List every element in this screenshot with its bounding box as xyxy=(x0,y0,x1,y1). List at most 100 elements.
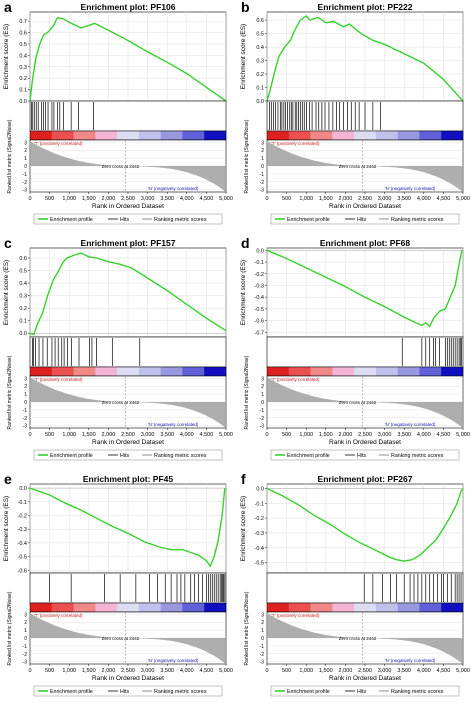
es-tick-label: 0.3 xyxy=(19,294,27,300)
metric-panel: 3 2 1 0 -1 -2 -3 Zero cross at 2442 'T' (positiv… xyxy=(23,139,227,194)
metric-axis-label: Ranked list metric (Signal2Noise) xyxy=(244,355,250,429)
color-bar-segment xyxy=(397,367,420,376)
x-tick-label: 1,000 xyxy=(299,668,313,674)
legend-label: Enrichment profile xyxy=(287,453,330,459)
legend-label: Enrichment profile xyxy=(287,217,330,223)
color-bar-segment xyxy=(354,367,377,376)
es-tick-label: 0.3 xyxy=(19,65,27,71)
x-tick-label: 5,000 xyxy=(219,196,233,202)
panel-d: d Enrichment plot: PF68 0.0 -0.1 -0.2 -0.3 -0.… xyxy=(237,235,474,472)
x-tick-label: 3,000 xyxy=(141,432,155,438)
negatively-correlated-label: 'N' (negatively correlated) xyxy=(148,658,199,663)
x-tick-label: 4,000 xyxy=(180,432,194,438)
ranking-color-bar xyxy=(266,602,464,613)
panel-letter: c xyxy=(4,235,12,251)
zero-cross-label: Zero cross at 2442 xyxy=(102,164,140,169)
gsea-chart: Enrichment plot: PF68 0.0 -0.1 -0.2 -0.3 -0.4… xyxy=(237,236,474,472)
es-tick-label: 0.4 xyxy=(19,53,27,59)
chart-title: Enrichment plot: PF267 xyxy=(318,474,413,484)
x-axis-label: Rank in Ordered Dataset xyxy=(92,675,164,682)
legend: Enrichment profile Hits Ranking metric sco… xyxy=(33,449,223,461)
es-tick-label: -0.3 xyxy=(255,283,264,289)
es-tick-label: 0.1 xyxy=(19,319,27,325)
metric-tick-label: -2 xyxy=(23,180,28,186)
x-tick-label: 4,000 xyxy=(180,196,194,202)
ranking-metric-area xyxy=(267,141,463,192)
legend-label: Ranking metric scores xyxy=(154,217,207,223)
x-tick-label: 0 xyxy=(265,668,268,674)
metric-axis-label: Ranked list metric (Signal2Noise) xyxy=(7,591,13,665)
enrichment-profile-line xyxy=(29,16,227,102)
legend-frame xyxy=(33,685,223,697)
x-tick-label: 4,000 xyxy=(417,196,431,202)
metric-tick-label: -1 xyxy=(23,408,28,414)
color-bar-segment xyxy=(310,603,333,612)
color-bar-segment xyxy=(160,603,183,612)
legend-label: Ranking metric scores xyxy=(154,689,207,695)
legend-label: Enrichment profile xyxy=(50,217,93,223)
es-axis-label: Enrichment score (ES) xyxy=(240,24,247,89)
x-tick-label: 1,500 xyxy=(82,668,96,674)
hits-panel xyxy=(266,336,464,368)
ranking-metric-area xyxy=(30,141,226,192)
negatively-correlated-label: 'N' (negatively correlated) xyxy=(385,658,436,663)
color-bar-segment xyxy=(375,131,398,140)
x-tick-label: 500 xyxy=(45,432,54,438)
negatively-correlated-label: 'N' (negatively correlated) xyxy=(148,422,199,427)
metric-tick-label: 0 xyxy=(261,400,264,406)
x-tick-label: 2,500 xyxy=(121,432,135,438)
hits-frame xyxy=(29,100,227,132)
gsea-chart: Enrichment plot: PF45 0.0 -0.1 -0.2 -0.3 -0.4… xyxy=(0,472,237,708)
es-tick-label: 0.5 xyxy=(256,32,264,38)
es-tick-label: 0.5 xyxy=(19,269,27,275)
es-plot: 0.0 0.1 0.2 0.3 0.4 0.5 0.6 0.7 xyxy=(19,11,227,105)
x-tick-label: 3,500 xyxy=(397,432,411,438)
x-tick-label: 5,000 xyxy=(456,432,470,438)
x-tick-label: 4,500 xyxy=(437,432,451,438)
metric-tick-label: -3 xyxy=(260,424,265,430)
metric-tick-label: 3 xyxy=(261,376,264,382)
ranking-color-bar xyxy=(29,602,227,613)
x-tick-label: 2,500 xyxy=(358,432,372,438)
color-bar-segment xyxy=(73,131,96,140)
x-tick-label: 2,500 xyxy=(358,668,372,674)
x-tick-label: 2,000 xyxy=(339,196,353,202)
legend: Enrichment profile Hits Ranking metric sco… xyxy=(270,685,460,697)
es-tick-label: 0.4 xyxy=(19,281,27,287)
x-tick-label: 5,000 xyxy=(456,668,470,674)
metric-tick-label: 0 xyxy=(24,636,27,642)
metric-tick-label: 1 xyxy=(261,156,264,162)
ranking-metric-area xyxy=(30,377,226,428)
legend-frame xyxy=(270,213,460,225)
zero-cross-label: Zero cross at 2442 xyxy=(102,636,140,641)
color-bar-segment xyxy=(95,367,118,376)
es-tick-label: -0.2 xyxy=(255,272,264,278)
hits-panel xyxy=(266,572,464,604)
es-tick-label: 0.0 xyxy=(19,99,27,105)
metric-tick-label: -1 xyxy=(260,172,265,178)
color-bar-segment xyxy=(51,367,74,376)
negatively-correlated-label: 'N' (negatively correlated) xyxy=(385,186,436,191)
negatively-correlated-label: 'N' (negatively correlated) xyxy=(148,186,199,191)
metric-panel: 3 2 1 0 -1 -2 -3 Zero cross at 2442 'T' (positiv… xyxy=(260,375,464,430)
es-tick-label: 0.5 xyxy=(19,42,27,48)
hits-panel xyxy=(266,100,464,132)
es-axis-label: Enrichment score (ES) xyxy=(240,496,247,561)
color-bar-segment xyxy=(95,131,118,140)
es-tick-label: 0.1 xyxy=(19,88,27,94)
panel-a: a Enrichment plot: PF106 0.0 0.1 0.2 0.3 0.4 0.… xyxy=(0,0,237,236)
metric-tick-label: -1 xyxy=(260,644,265,650)
metric-tick-label: -2 xyxy=(23,652,28,658)
metric-tick-label: -1 xyxy=(23,172,28,178)
color-bar-segment xyxy=(288,603,311,612)
panel-letter: d xyxy=(241,235,250,251)
metric-tick-label: -3 xyxy=(260,660,265,666)
x-tick-label: 4,500 xyxy=(200,668,214,674)
es-tick-label: 0.6 xyxy=(256,18,264,24)
color-bar-segment xyxy=(354,131,377,140)
x-tick-label: 2,500 xyxy=(121,668,135,674)
legend-label: Ranking metric scores xyxy=(154,453,207,459)
x-axis-label: Rank in Ordered Dataset xyxy=(92,439,164,446)
color-bar-segment xyxy=(419,603,442,612)
es-tick-label: 0.7 xyxy=(19,19,27,25)
